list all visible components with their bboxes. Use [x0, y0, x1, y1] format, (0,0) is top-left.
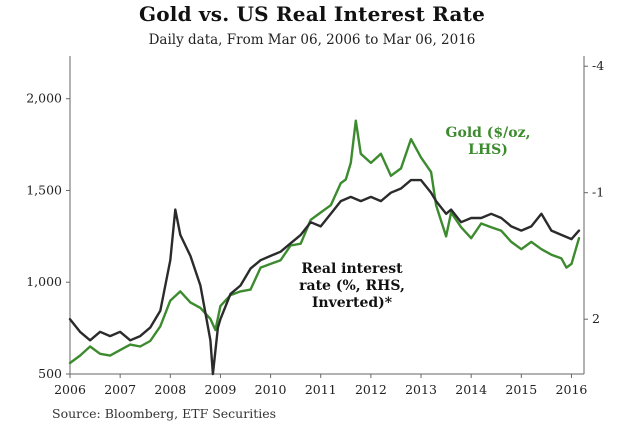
gold-series-label: Gold ($/oz, [446, 125, 531, 141]
left-axis-tick-label: 1,500 [26, 182, 62, 197]
right-axis-tick-label: -4 [592, 58, 604, 73]
left-axis-tick-label: 500 [38, 366, 62, 381]
real-rate-series-label: Real interest [301, 261, 403, 277]
right-axis-tick-label: -1 [592, 185, 604, 200]
chart-title: Gold vs. US Real Interest Rate [138, 2, 486, 26]
x-axis-tick-label: 2013 [405, 382, 437, 397]
x-axis-tick-label: 2010 [255, 382, 287, 397]
x-axis-tick-label: 2014 [455, 382, 487, 397]
x-axis-tick-label: 2007 [104, 382, 136, 397]
real-rate-series-line [68, 178, 581, 376]
x-axis-tick-label: 2012 [355, 382, 387, 397]
real-rate-series-label: rate (%, RHS, [299, 278, 405, 294]
chart-subtitle: Daily data, From Mar 06, 2006 to Mar 06,… [148, 32, 476, 48]
x-axis-tick-label: 2008 [154, 382, 186, 397]
gold-series-label: LHS) [468, 142, 508, 158]
x-axis-tick-label: 2016 [556, 382, 588, 397]
x-axis-tick-label: 2009 [205, 382, 237, 397]
real-rate-series-label: Inverted)* [312, 295, 393, 311]
left-axis-tick-label: 1,000 [26, 274, 62, 289]
x-axis-tick-label: 2006 [54, 382, 86, 397]
left-axis-tick-label: 2,000 [26, 91, 62, 106]
right-axis-tick-label: 2 [592, 311, 600, 326]
x-axis-tick-label: 2011 [305, 382, 337, 397]
source-note: Source: Bloomberg, ETF Securities [52, 406, 277, 421]
gold-series-line [68, 119, 581, 365]
x-axis-tick-label: 2015 [505, 382, 537, 397]
